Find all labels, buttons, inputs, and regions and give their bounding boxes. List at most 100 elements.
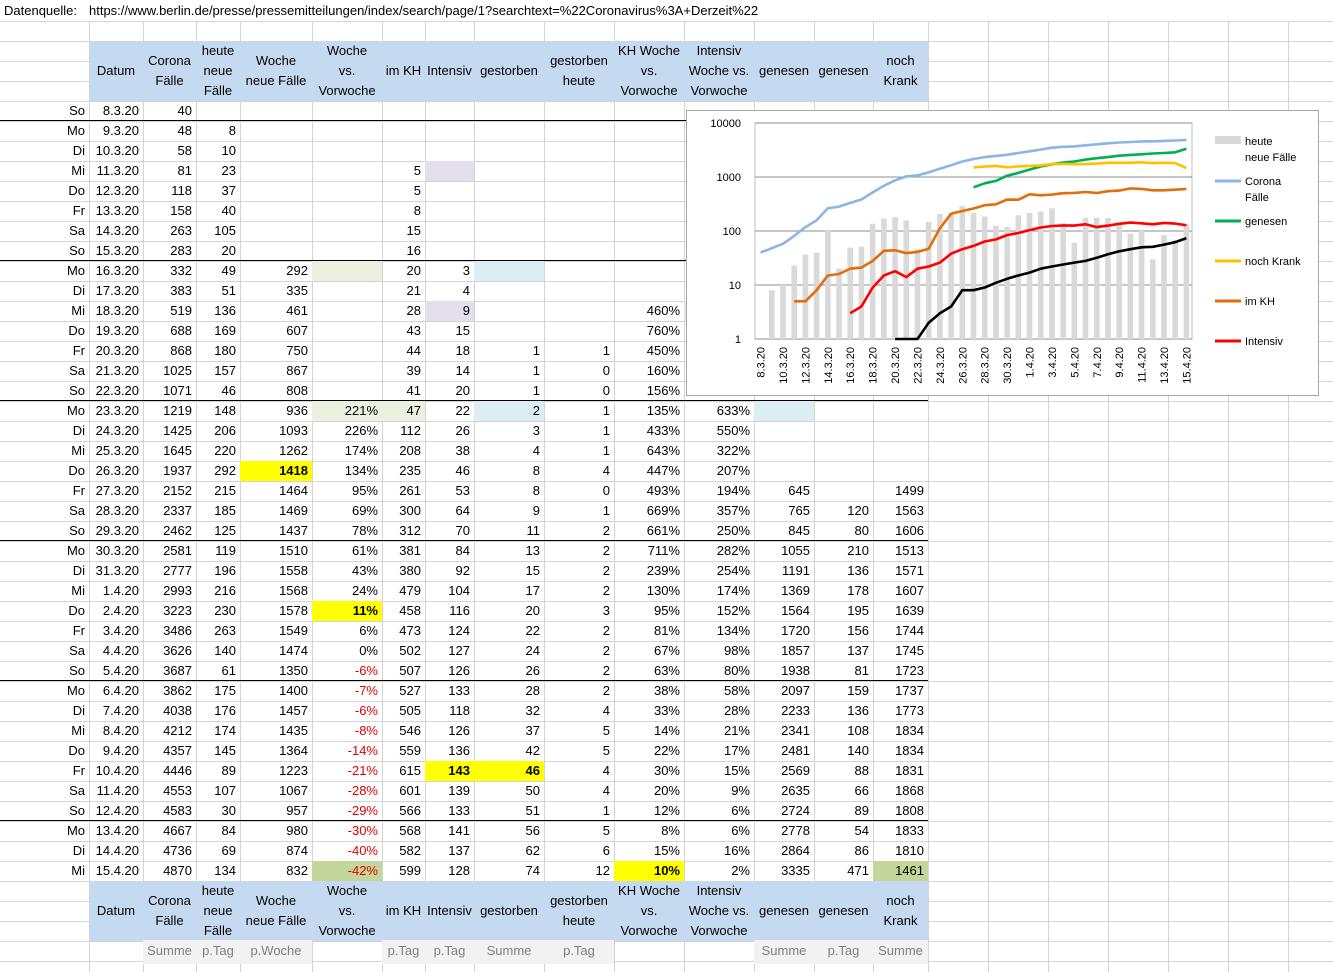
table-cell[interactable] <box>425 221 474 241</box>
table-cell[interactable]: 5 <box>602 743 610 758</box>
table-cell[interactable]: 221% <box>312 401 382 421</box>
table-cell[interactable]: 1219 <box>163 403 192 418</box>
table-cell[interactable]: 26 <box>525 663 540 678</box>
table-cell[interactable]: 13.4.20 <box>95 823 139 838</box>
table-cell[interactable]: 220 <box>214 443 236 458</box>
table-cell[interactable]: 81 <box>177 163 192 178</box>
table-cell[interactable]: 24 <box>525 643 540 658</box>
table-cell[interactable] <box>814 421 873 441</box>
table-cell[interactable]: 4 <box>602 703 610 718</box>
table-cell[interactable]: 136 <box>847 563 869 578</box>
table-cell[interactable]: 550% <box>716 423 750 438</box>
table-cell[interactable]: 207% <box>716 463 750 478</box>
table-cell[interactable]: -6% <box>354 663 378 678</box>
table-cell[interactable]: 5.4.20 <box>102 663 139 678</box>
table-cell[interactable]: 9 <box>425 301 474 321</box>
table-cell[interactable] <box>382 101 425 121</box>
table-cell[interactable]: 20.3.20 <box>95 343 139 358</box>
table-cell[interactable]: 95% <box>351 483 378 498</box>
table-cell[interactable]: 216 <box>214 583 236 598</box>
table-cell[interactable] <box>814 481 873 501</box>
table-cell[interactable]: 559 <box>399 743 421 758</box>
table-cell[interactable]: 1461 <box>873 861 928 881</box>
table-cell[interactable]: 1723 <box>895 663 924 678</box>
table-cell[interactable]: 2 <box>602 583 610 598</box>
table-cell[interactable]: 19.3.20 <box>95 323 139 338</box>
table-cell[interactable]: 3335 <box>781 863 810 878</box>
table-cell[interactable]: 226% <box>344 423 378 438</box>
table-cell[interactable]: 1607 <box>895 583 924 598</box>
table-cell[interactable]: 119 <box>215 543 236 558</box>
table-cell[interactable] <box>474 241 544 261</box>
table-cell[interactable]: 6.4.20 <box>102 683 139 698</box>
table-cell[interactable] <box>312 201 382 221</box>
table-cell[interactable]: 6% <box>731 823 750 838</box>
table-cell[interactable]: 17.3.20 <box>95 283 139 298</box>
table-cell[interactable]: 957 <box>286 803 308 818</box>
table-cell[interactable]: 31.3.20 <box>95 563 139 578</box>
table-cell[interactable] <box>614 281 684 301</box>
table-cell[interactable]: 1 <box>602 503 610 518</box>
table-cell[interactable] <box>474 321 544 341</box>
source-url[interactable]: https://www.berlin.de/presse/pressemitte… <box>89 3 759 18</box>
table-cell[interactable]: 2 <box>602 683 610 698</box>
table-cell[interactable]: 54 <box>854 823 869 838</box>
table-cell[interactable] <box>544 181 614 201</box>
table-cell[interactable]: 380 <box>399 563 421 578</box>
table-cell[interactable] <box>425 201 474 221</box>
table-cell[interactable]: 1568 <box>279 583 308 598</box>
table-cell[interactable]: 1223 <box>279 763 308 778</box>
table-cell[interactable] <box>814 461 873 481</box>
table-cell[interactable]: 1469 <box>279 503 308 518</box>
table-cell[interactable]: 28.3.20 <box>95 503 139 518</box>
table-cell[interactable]: 43% <box>351 563 378 578</box>
table-cell[interactable]: 24% <box>351 583 378 598</box>
table-cell[interactable]: 196 <box>214 563 236 578</box>
table-cell[interactable] <box>474 201 544 221</box>
table-cell[interactable]: 18 <box>455 343 470 358</box>
table-cell[interactable]: 381 <box>399 543 421 558</box>
table-cell[interactable]: 37 <box>525 723 540 738</box>
table-cell[interactable]: 357% <box>716 503 750 518</box>
table-cell[interactable]: -21% <box>347 763 378 778</box>
table-cell[interactable]: 473 <box>399 623 421 638</box>
table-cell[interactable]: 4.4.20 <box>102 643 139 658</box>
table-cell[interactable]: 4 <box>602 763 610 778</box>
table-cell[interactable]: 460% <box>646 303 680 318</box>
table-cell[interactable]: 33% <box>653 703 680 718</box>
table-cell[interactable] <box>614 221 684 241</box>
table-cell[interactable]: 105 <box>214 223 236 238</box>
table-cell[interactable]: 3223 <box>163 603 192 618</box>
table-cell[interactable]: 450% <box>646 343 680 358</box>
table-cell[interactable]: 81 <box>854 663 869 678</box>
table-cell[interactable] <box>312 221 382 241</box>
table-cell[interactable]: 868 <box>170 343 192 358</box>
table-cell[interactable]: 546 <box>399 723 421 738</box>
table-cell[interactable]: 14% <box>653 723 680 738</box>
table-cell[interactable]: 3 <box>602 603 610 618</box>
table-cell[interactable]: 127 <box>448 643 470 658</box>
table-cell[interactable]: 566 <box>399 803 421 818</box>
table-cell[interactable]: 18.3.20 <box>95 303 139 318</box>
table-cell[interactable]: 152% <box>716 603 750 618</box>
table-cell[interactable] <box>425 121 474 141</box>
table-cell[interactable]: 21 <box>406 283 421 298</box>
table-cell[interactable]: 4357 <box>163 743 192 758</box>
table-cell[interactable]: 2724 <box>781 803 810 818</box>
table-cell[interactable] <box>614 161 684 181</box>
table-cell[interactable]: 1350 <box>279 663 308 678</box>
table-cell[interactable]: 239% <box>646 563 680 578</box>
table-cell[interactable]: 661% <box>646 523 680 538</box>
table-cell[interactable] <box>873 441 928 461</box>
table-cell[interactable]: 607 <box>286 323 308 338</box>
table-cell[interactable]: 47 <box>382 401 425 421</box>
table-cell[interactable] <box>544 101 614 121</box>
table-cell[interactable]: 1071 <box>163 383 192 398</box>
table-cell[interactable]: 0 <box>602 483 610 498</box>
table-cell[interactable]: 178 <box>847 583 869 598</box>
table-cell[interactable]: 0 <box>602 363 610 378</box>
table-cell[interactable]: 2778 <box>781 823 810 838</box>
table-cell[interactable]: 1810 <box>895 843 924 858</box>
table-cell[interactable]: 86 <box>854 843 869 858</box>
table-cell[interactable]: 51 <box>221 283 236 298</box>
